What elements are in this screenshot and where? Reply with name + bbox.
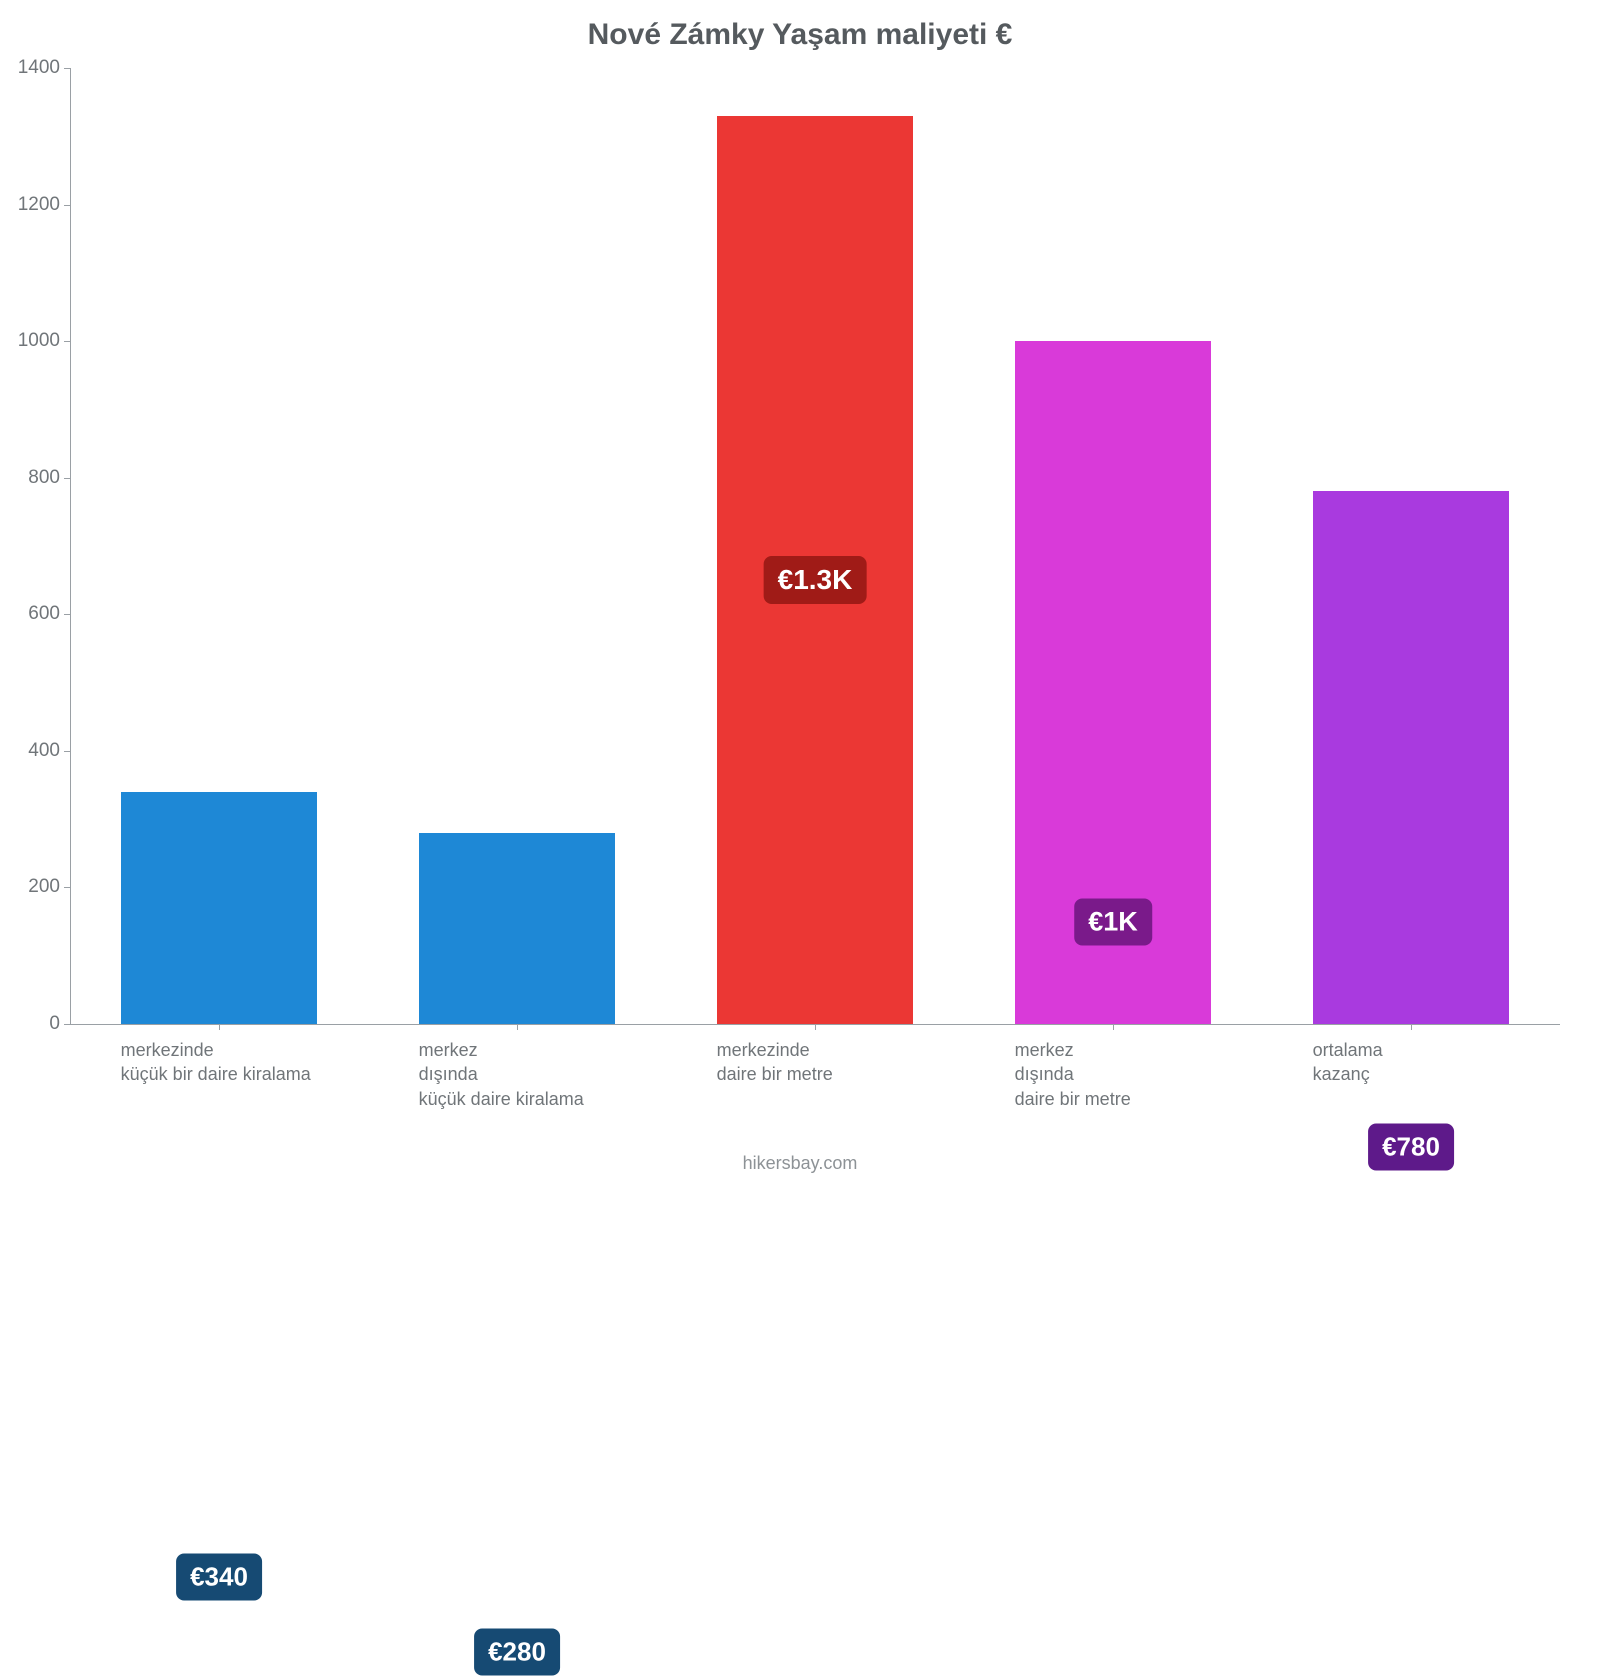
x-axis-label: merkez dışında küçük daire kiralama (419, 1038, 584, 1111)
x-tick (1113, 1024, 1114, 1030)
value-badge: €340 (176, 1554, 262, 1601)
y-tick-label: 200 (28, 876, 70, 898)
cost-of-living-chart: Nové Zámky Yaşam maliyeti € 020040060080… (0, 0, 1600, 1200)
y-tick-label: 400 (28, 740, 70, 762)
bar: €1.3K (717, 116, 914, 1024)
value-badge: €1.3K (764, 556, 867, 604)
y-tick-label: 800 (28, 467, 70, 489)
y-tick-label: 1200 (18, 194, 70, 216)
x-tick (815, 1024, 816, 1030)
chart-footer: hikersbay.com (0, 1153, 1600, 1174)
chart-title: Nové Zámky Yaşam maliyeti € (0, 18, 1600, 52)
y-tick-label: 600 (28, 603, 70, 625)
y-tick-label: 0 (49, 1013, 70, 1035)
bar: €1K (1015, 341, 1212, 1024)
plot-area: 0200400600800100012001400€340merkezinde … (70, 68, 1560, 1024)
x-axis-label: merkezinde küçük bir daire kiralama (121, 1038, 311, 1087)
value-badge: €280 (474, 1629, 560, 1676)
value-badge: €1K (1074, 898, 1152, 945)
bar: €340 (121, 792, 318, 1024)
bar: €280 (419, 833, 616, 1024)
y-axis-line (70, 68, 71, 1024)
x-tick (517, 1024, 518, 1030)
y-tick-label: 1400 (18, 57, 70, 79)
x-axis-label: ortalama kazanç (1313, 1038, 1383, 1087)
y-tick-label: 1000 (18, 330, 70, 352)
bar: €780 (1313, 491, 1510, 1024)
x-tick (1411, 1024, 1412, 1030)
x-tick (219, 1024, 220, 1030)
x-axis-label: merkez dışında daire bir metre (1015, 1038, 1131, 1111)
x-axis-label: merkezinde daire bir metre (717, 1038, 833, 1087)
